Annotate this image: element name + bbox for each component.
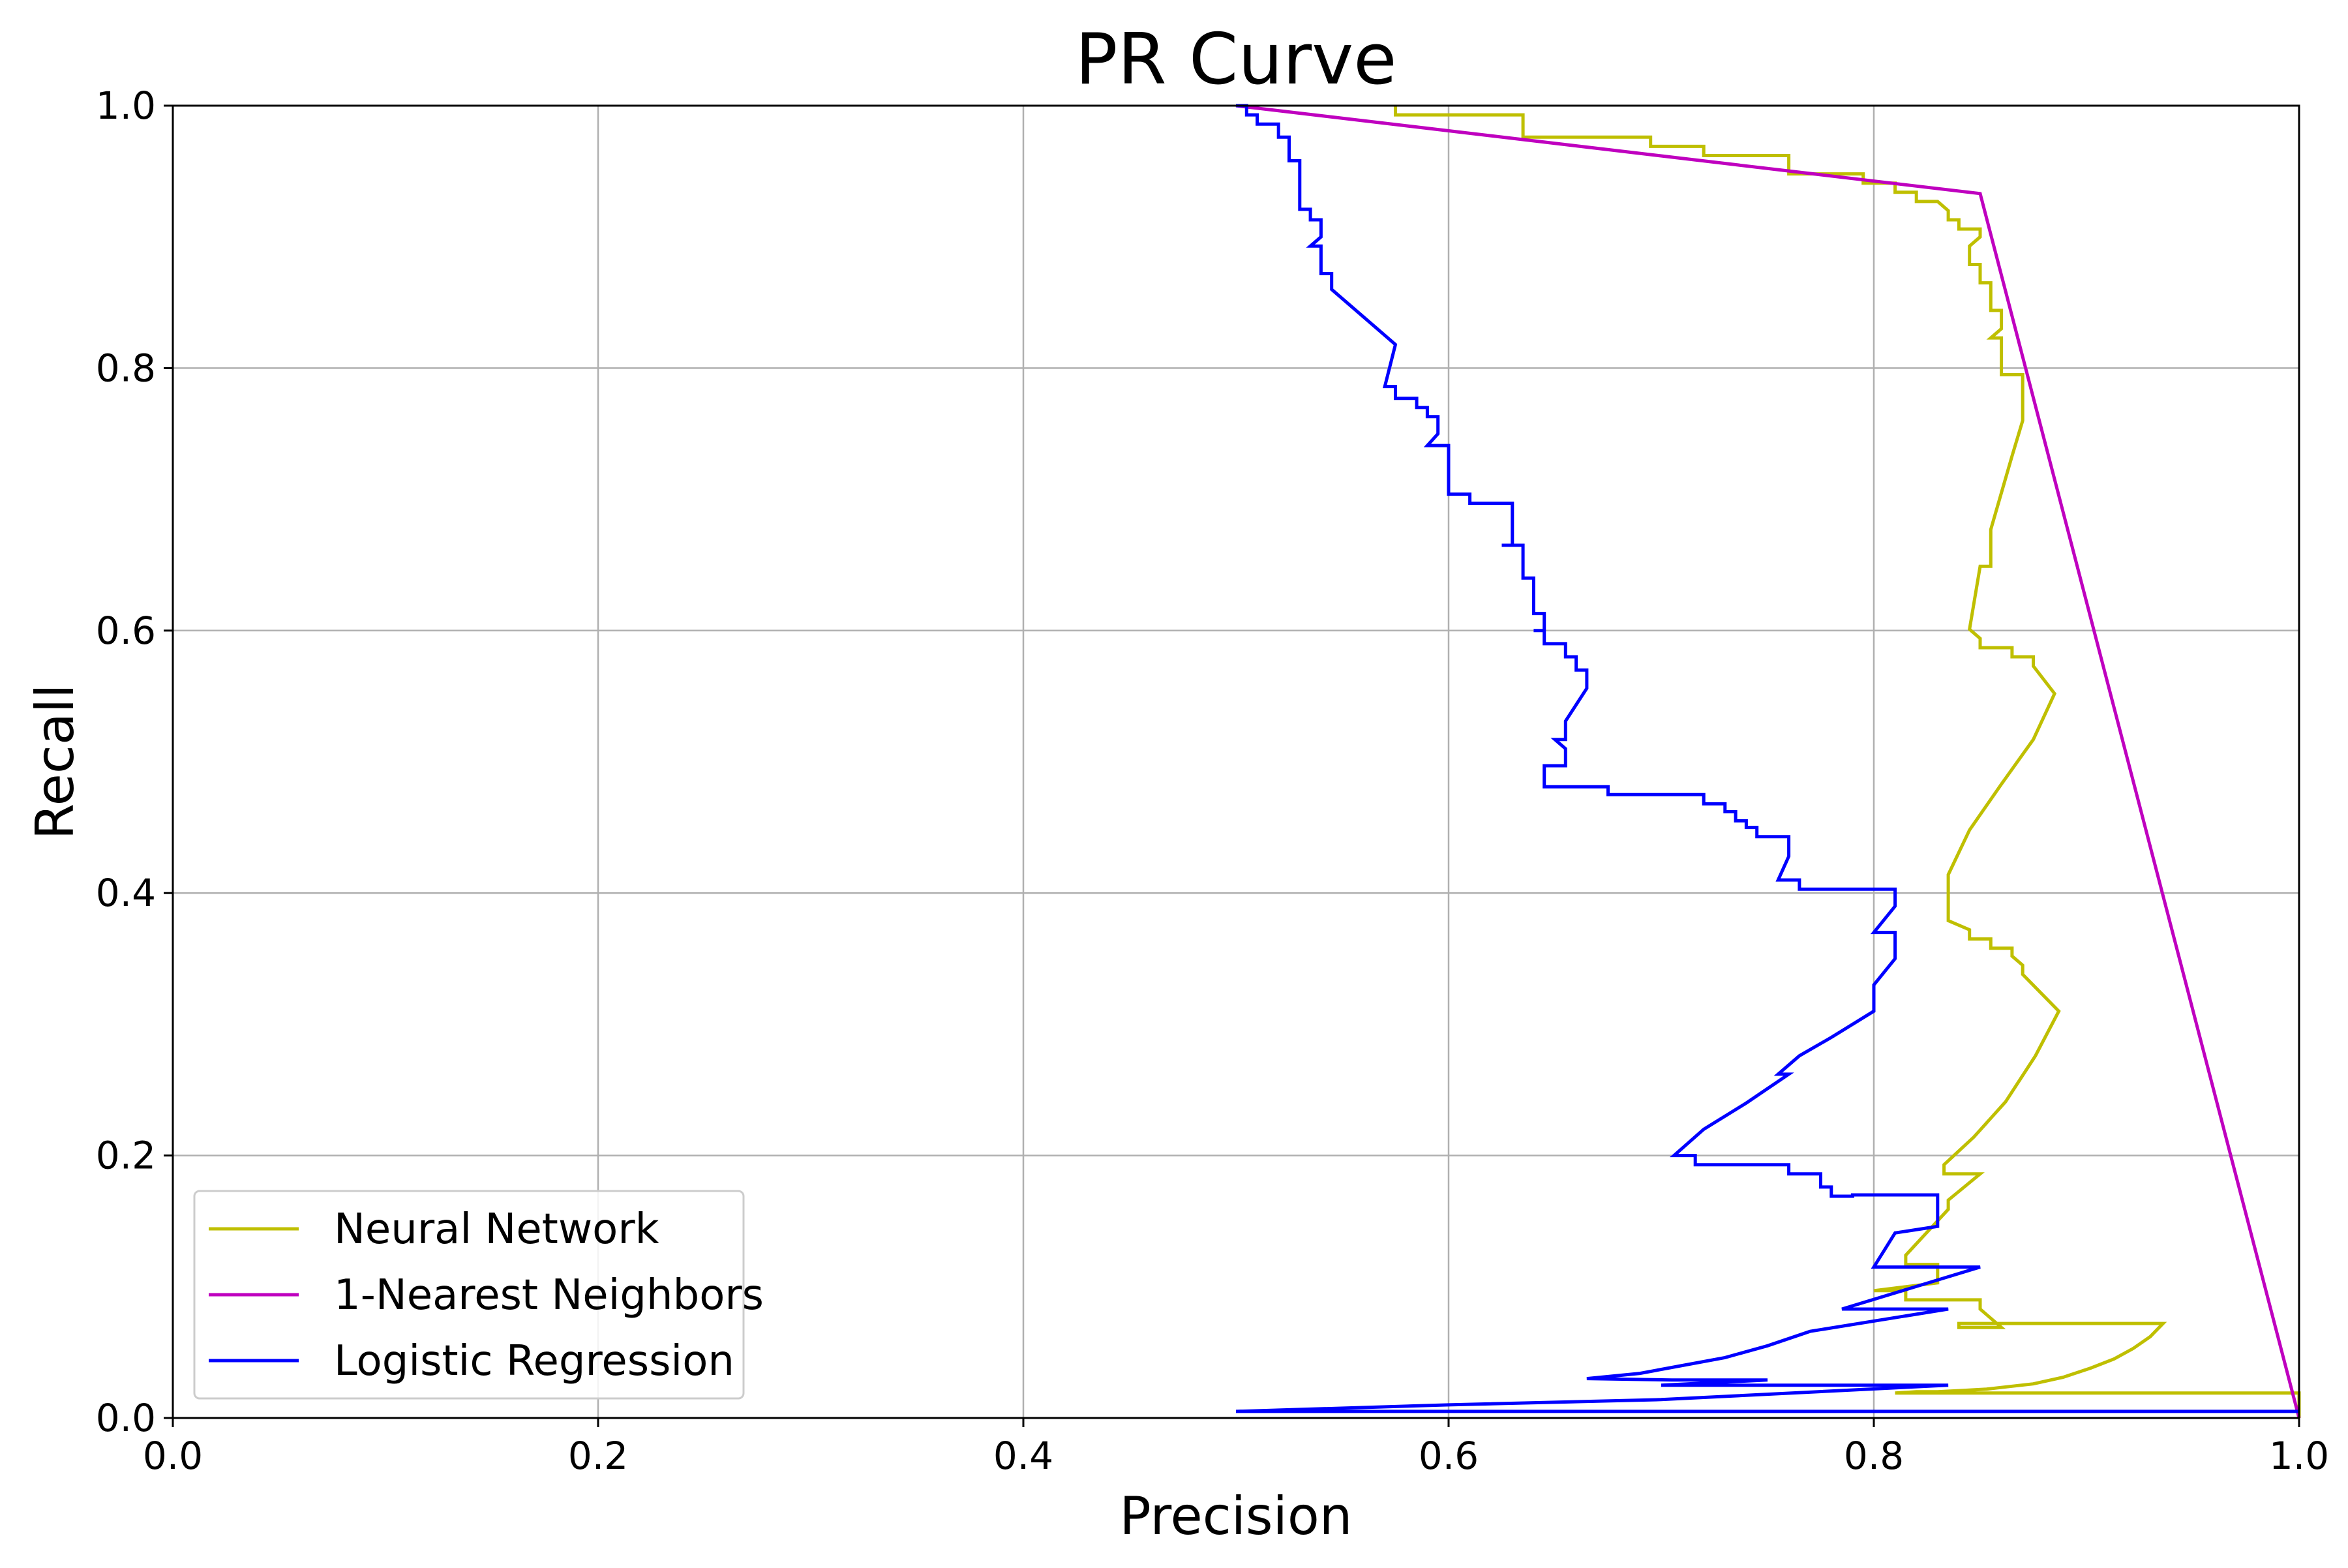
series-line-1-nearest-neighbors <box>1235 104 2301 1419</box>
x-tick-label: 0.2 <box>568 1434 628 1478</box>
plot-frame <box>172 104 2300 1419</box>
legend-label: Logistic Regression <box>334 1337 734 1385</box>
y-tick-label: 0.6 <box>96 609 156 653</box>
y-tick-label: 0.0 <box>96 1396 156 1440</box>
x-tick-label: 0.6 <box>1419 1434 1479 1478</box>
series-line-logistic-regression <box>1235 104 2299 1413</box>
y-tick-label: 0.2 <box>96 1134 156 1178</box>
chart-title: PR Curve <box>1075 19 1396 100</box>
x-tick-label: 0.0 <box>143 1434 203 1478</box>
y-axis-label: Recall <box>25 684 85 840</box>
x-tick-label: 0.8 <box>1844 1434 1904 1478</box>
series-line-neural-network <box>1394 106 2301 1418</box>
x-axis-label: Precision <box>1120 1486 1353 1546</box>
legend-label: Neural Network <box>334 1205 659 1254</box>
axis-ticks: 0.0 0.2 0.4 0.6 0.8 1.0 0.0 0.2 0.4 0.6 0.8 1.0 <box>96 83 2329 1478</box>
x-tick-label: 0.4 <box>993 1434 1053 1478</box>
y-tick-label: 0.8 <box>96 346 156 390</box>
y-tick-label: 1.0 <box>96 83 156 128</box>
y-tick-label: 0.4 <box>96 871 156 915</box>
legend: Neural Network 1-Nearest Neighbors Logisti… <box>193 1190 764 1400</box>
x-tick-label: 1.0 <box>2269 1434 2329 1478</box>
legend-box <box>193 1190 745 1400</box>
legend-label: 1-Nearest Neighbors <box>334 1271 764 1319</box>
series-lines <box>1235 104 2301 1419</box>
